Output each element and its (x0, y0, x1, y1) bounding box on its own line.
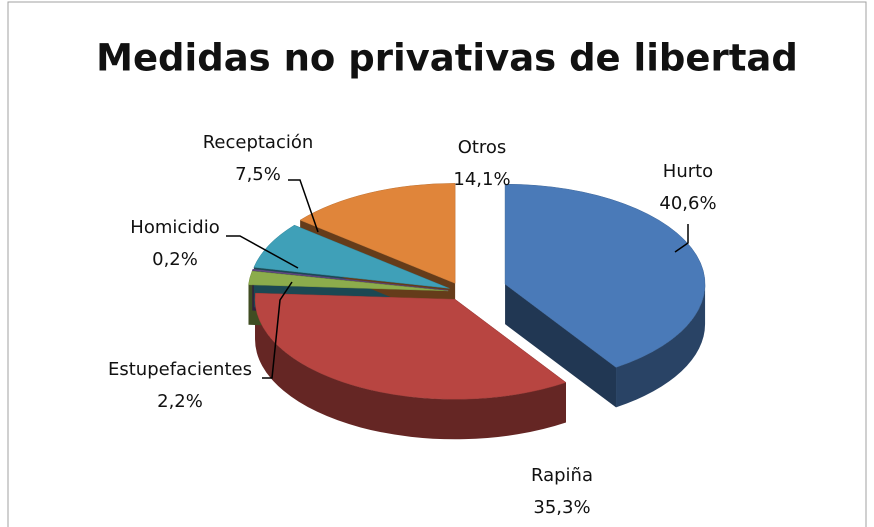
slice (248, 270, 449, 292)
slice-label: Rapiña (531, 465, 593, 486)
slice-label: Otros (458, 137, 507, 158)
slice-label: Hurto (663, 161, 713, 182)
slice-label: Estupefacientes (108, 359, 252, 380)
slice (251, 268, 449, 291)
slice-wall (505, 284, 617, 408)
slice-value-label: 0,2% (152, 249, 198, 270)
slice-value-label: 2,2% (157, 391, 203, 412)
slice (299, 183, 456, 284)
slice-label: Homicidio (130, 217, 219, 238)
slice-side (255, 299, 566, 440)
slice-value-label: 40,6% (659, 193, 716, 214)
slice (253, 224, 450, 289)
slice-value-label: 14,1% (453, 169, 510, 190)
leader-line (674, 224, 689, 253)
leader-line (262, 281, 293, 379)
slice (504, 183, 706, 368)
slice-tops (248, 183, 706, 400)
leader-line (226, 235, 299, 269)
slice-value-label: 35,3% (533, 497, 590, 518)
chart-title: Medidas no privativas de libertad (96, 37, 798, 80)
slice-value-label: 7,5% (235, 164, 281, 185)
slice (254, 292, 567, 400)
slice-label: Receptación (203, 132, 314, 153)
leader-line (288, 179, 319, 233)
slice-side (616, 284, 706, 408)
